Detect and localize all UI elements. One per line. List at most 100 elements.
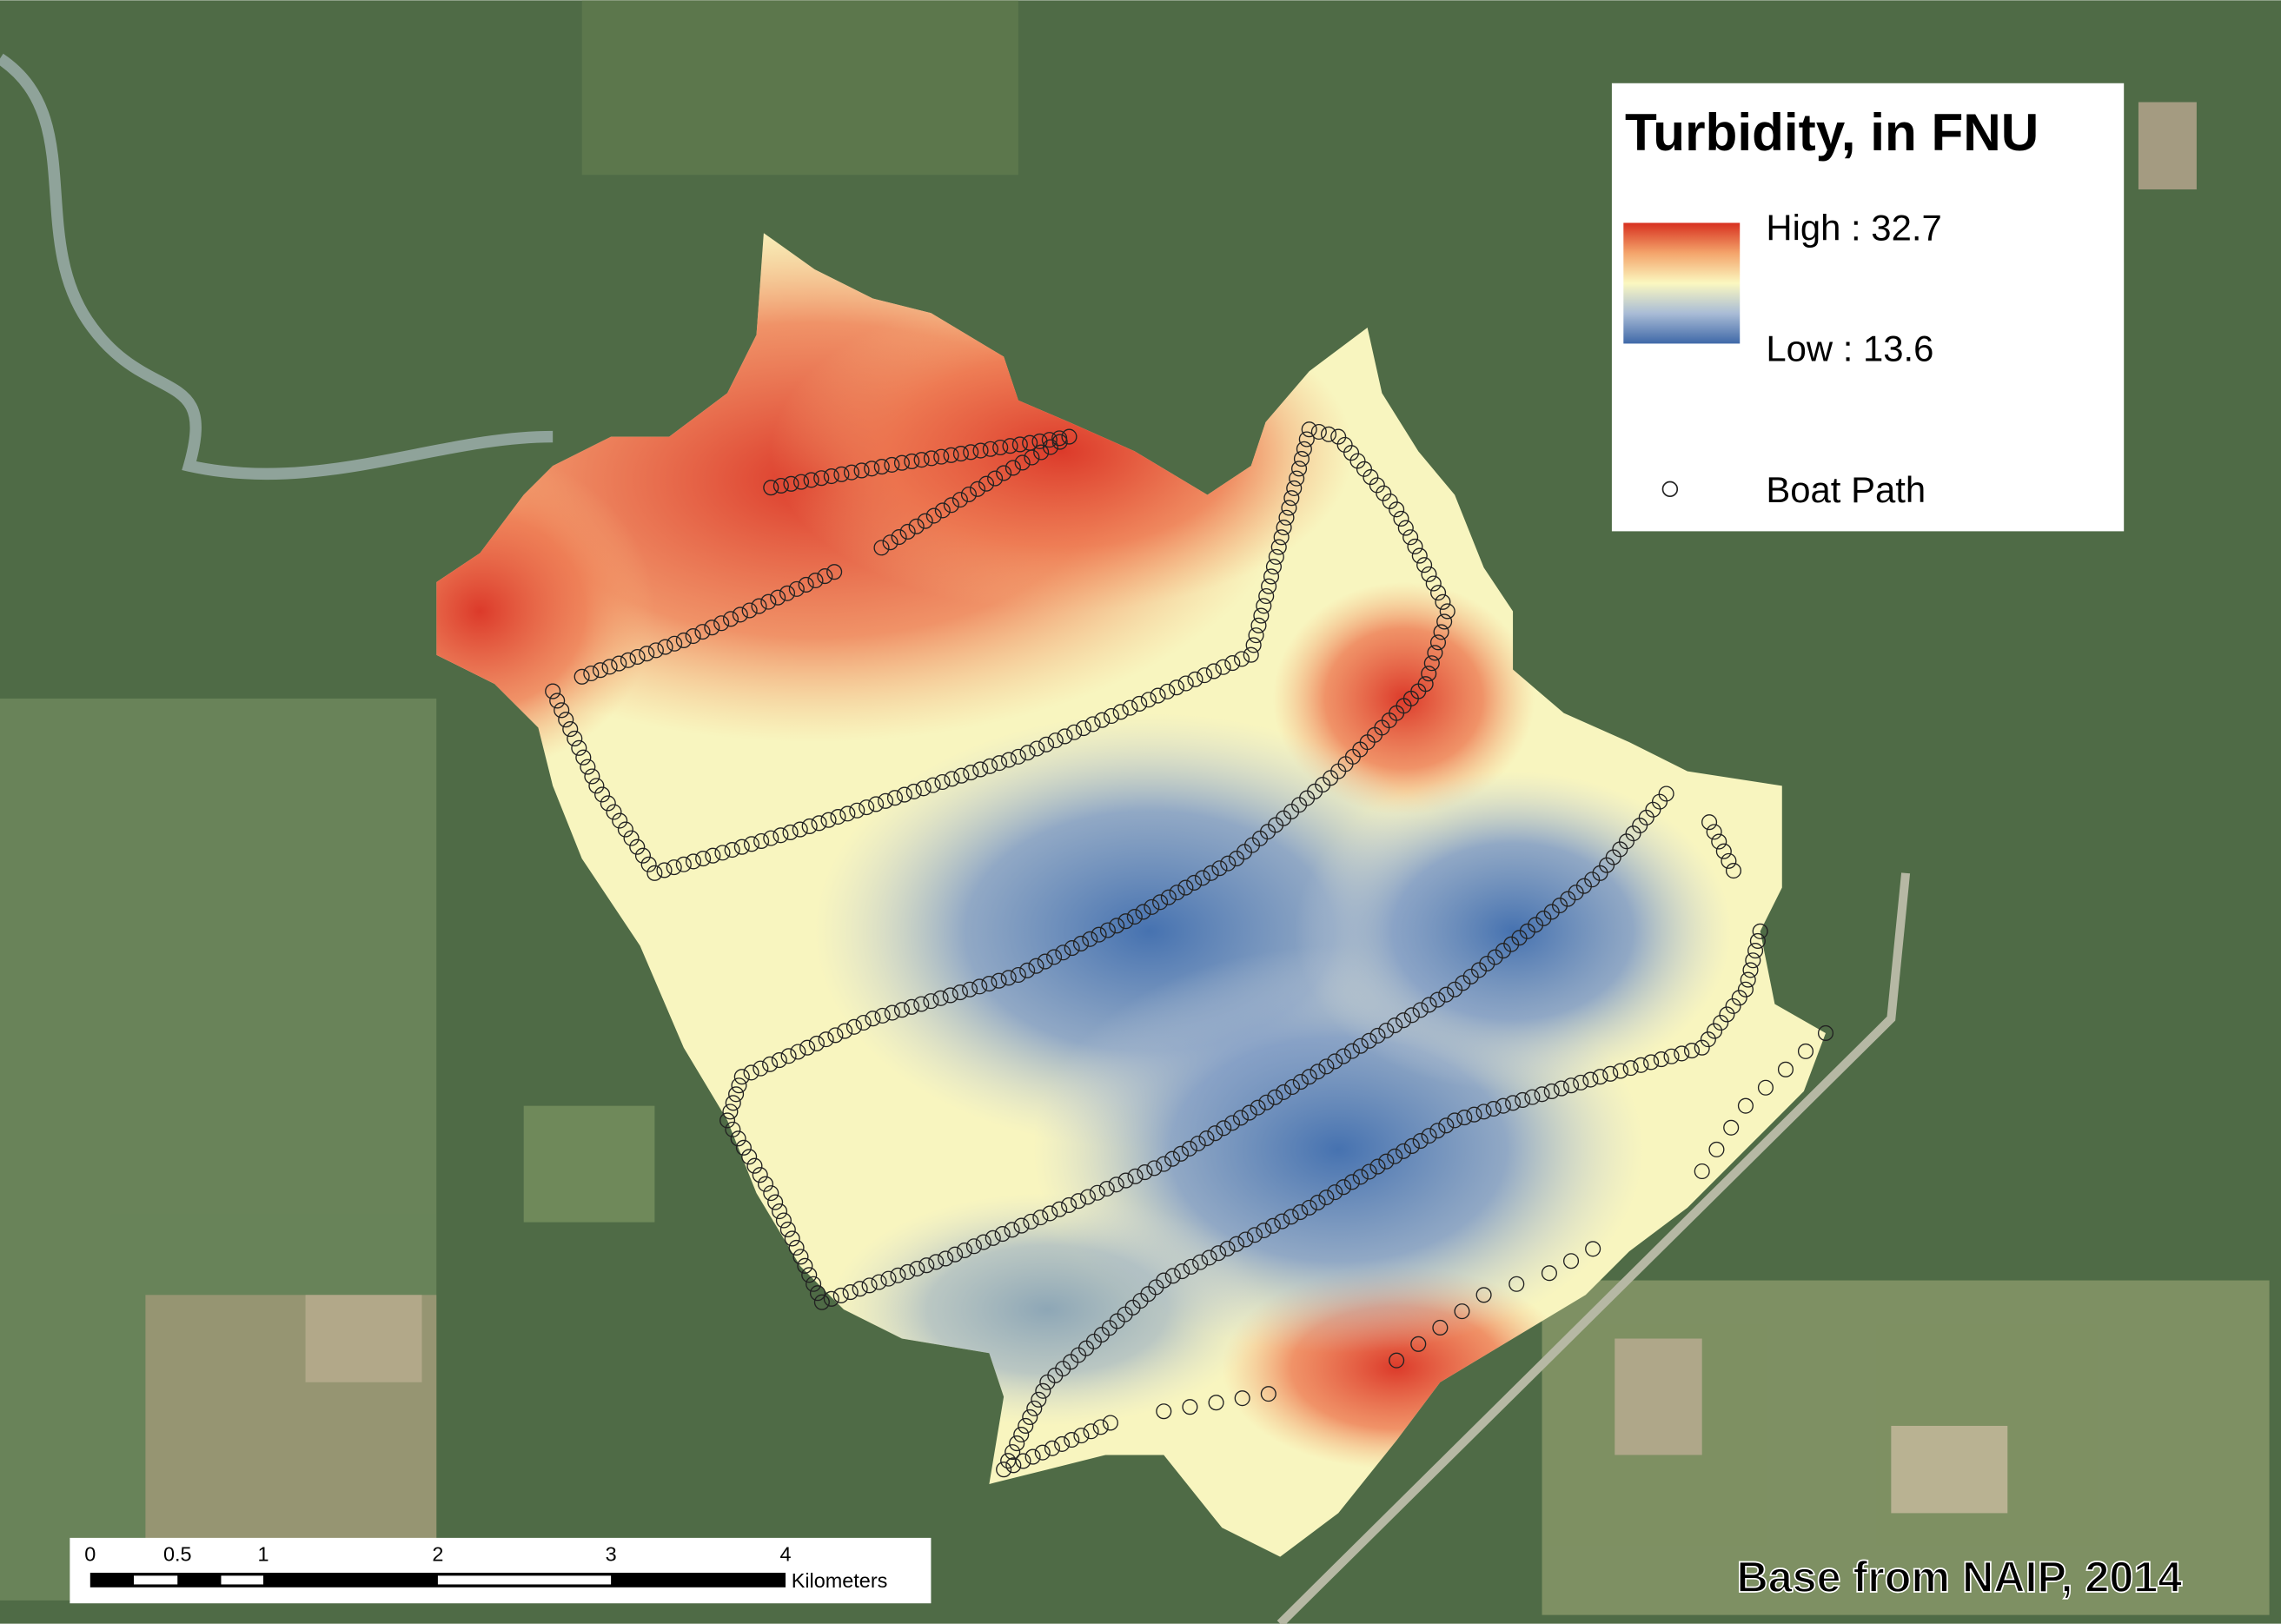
boat-point [1723,1119,1740,1136]
boat-point [1216,1120,1232,1137]
boat-point [1694,1163,1710,1180]
boat-point [1250,617,1267,633]
boat-point [1146,1160,1163,1177]
boat-point [923,450,939,467]
boat-point [1211,860,1228,877]
boat-point [1429,1123,1446,1139]
boat-point [1301,1199,1317,1216]
boat-point [1256,1222,1272,1239]
boat-point [1429,634,1447,651]
boat-point [1298,431,1315,447]
boat-point [1725,998,1741,1014]
boat-point [1495,943,1511,959]
boat-point [1543,1083,1560,1099]
boat-point [1715,843,1732,859]
boat-point [1411,547,1428,564]
boat-point [1700,1031,1716,1048]
boat-point [820,812,837,828]
boat-point [1156,1156,1172,1172]
boat-point [1005,1457,1022,1474]
boat-point [880,1270,897,1287]
boat-point [1447,981,1463,998]
boat-point [1044,1440,1060,1456]
boat-point [982,758,998,774]
boat-point [1592,865,1608,881]
boat-path [545,421,1834,1478]
boat-point [1164,1150,1181,1167]
boat-point [620,652,636,668]
boat-point [1387,1017,1403,1034]
boat-point [1292,1074,1309,1090]
boat-point [1777,1061,1794,1077]
boat-point [1749,932,1766,949]
boat-point [1268,548,1284,565]
boat-point [947,1246,964,1263]
river [0,53,554,481]
boat-point [952,984,968,1001]
boat-point [1389,1352,1405,1369]
boat-point [813,470,830,487]
boat-point [960,486,977,503]
boat-point [969,481,986,497]
boat-point [928,1254,945,1270]
boat-point [1011,436,1028,453]
boat-point [904,998,920,1015]
boat-point [1051,434,1068,450]
boat-point [1421,997,1437,1013]
boat-point [925,507,942,524]
boat-point [722,1104,739,1120]
boat-point [1028,958,1044,974]
boat-point [1707,1023,1723,1039]
boat-point [606,804,622,820]
boat-point [896,786,912,803]
boat-point [1075,720,1091,737]
boat-point [1653,1051,1669,1068]
boat-point [803,472,819,488]
boat-point [770,589,786,606]
boat-point [1033,444,1050,461]
boat-point [849,802,865,819]
boat-point [811,815,827,832]
boat-point [733,839,750,855]
boat-point [571,739,587,756]
boat-point [724,841,740,858]
boat-point [865,1011,881,1027]
boat-point [1369,1027,1386,1044]
boat-point [965,1238,982,1255]
boat-point [1395,1143,1412,1159]
boat-point [1737,981,1754,998]
boat-point [1117,913,1134,930]
boat-point [1041,432,1058,448]
boat-point [1286,480,1303,496]
boat-point [772,827,789,844]
boat-point [873,459,890,475]
boat-point [1421,666,1437,682]
boat-point [1393,510,1409,527]
boat-point [917,513,933,529]
boat-point [1479,955,1495,972]
boat-point [741,1149,758,1165]
legend-low: Low : 13.6 [1766,328,1933,369]
boat-point [1740,971,1756,988]
boat-point [1004,1222,1020,1238]
boat-point [1064,1431,1080,1448]
boat-point [788,580,805,597]
boat-point [1363,469,1379,486]
boat-point [1301,421,1317,438]
boat-point [1135,904,1151,920]
boat-point [1361,1032,1377,1049]
boat-point [943,497,959,514]
boat-point [1402,529,1419,546]
boat-point [1387,1148,1403,1164]
boat-point [1042,1205,1058,1222]
boat-point [1524,1089,1541,1105]
boat-point [583,665,600,682]
boat-point [757,1176,774,1192]
boat-point [981,976,998,992]
boat-point [830,808,846,825]
boat-point [783,475,799,492]
boat-point [1250,1099,1266,1116]
boat-point [763,830,779,846]
boat-point [1000,752,1017,768]
boat-point [1438,1117,1455,1134]
